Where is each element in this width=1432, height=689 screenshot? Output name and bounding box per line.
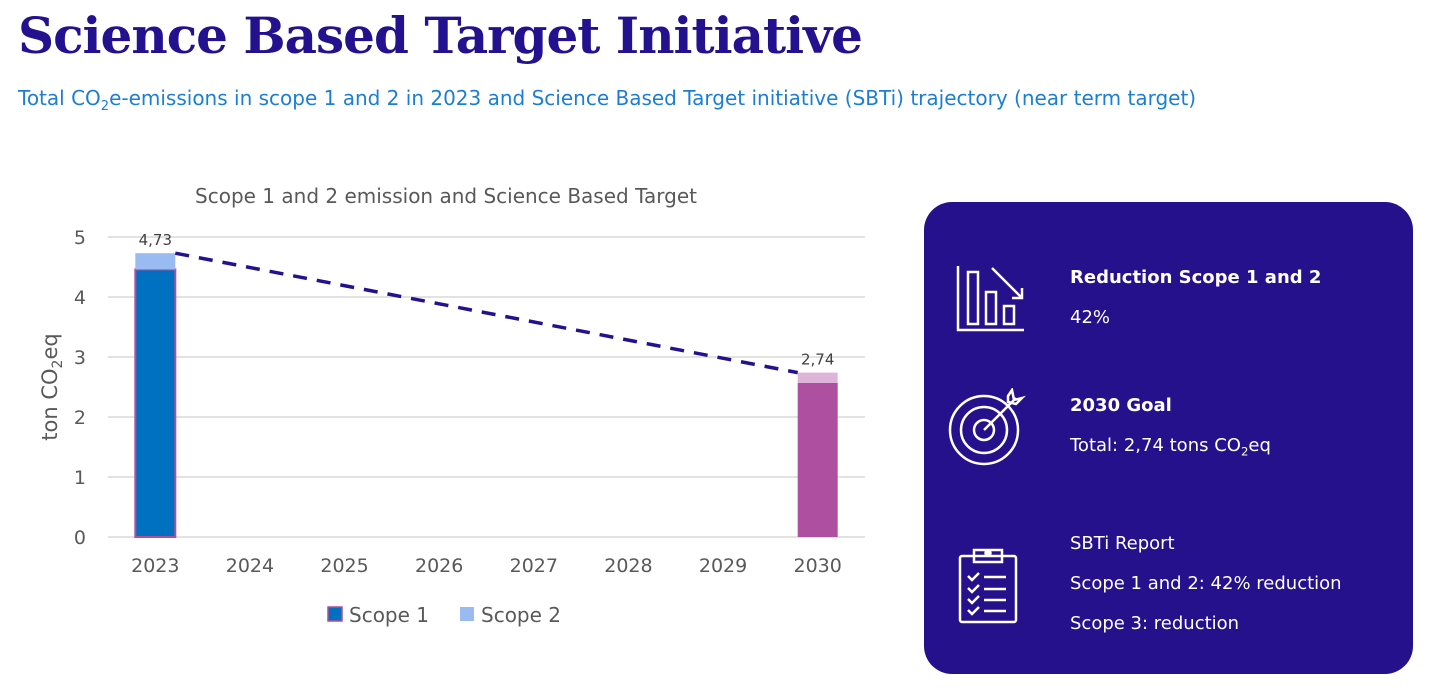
- x-tick-label: 2029: [699, 555, 747, 577]
- subtitle-text-2: e-emissions in scope 1 and 2 in 2023 and…: [109, 86, 1197, 110]
- sbti-scope3: Scope 3: reduction: [1070, 613, 1240, 634]
- x-tick-label: 2027: [510, 555, 558, 577]
- bar-scope-1-2030: [797, 382, 838, 537]
- reduction-value: 42%: [1070, 307, 1111, 328]
- goal-text: Total: 2,74 tons CO: [1070, 435, 1241, 456]
- x-tick-label: 2025: [320, 555, 368, 577]
- x-tick-label: 2028: [604, 555, 652, 577]
- y-tick-label: 3: [74, 347, 86, 369]
- y-tick-label: 5: [74, 227, 86, 249]
- y-tick-label: 4: [74, 287, 86, 309]
- x-tick-label: 2023: [131, 555, 179, 577]
- legend-label: Scope 2: [481, 603, 561, 627]
- x-tick-label: 2026: [415, 555, 463, 577]
- bar-chart-decrease-icon: [956, 266, 1024, 332]
- page-subtitle: Total CO2e-emissions in scope 1 and 2 in…: [18, 86, 1196, 114]
- data-label: 4,73: [139, 231, 172, 249]
- sbti-trajectory-line: [174, 251, 799, 375]
- y-tick-label: 1: [74, 467, 86, 489]
- y-axis-label: ton CO2eq: [38, 333, 66, 440]
- bar-scope-2-2030: [797, 372, 838, 383]
- reduction-title: Reduction Scope 1 and 2: [1070, 267, 1322, 288]
- bar-scope-2-2023: [135, 253, 176, 270]
- goal-value: Total: 2,74 tons CO2eq: [1070, 426, 1271, 472]
- data-label: 2,74: [801, 351, 834, 369]
- sbti-scope12: Scope 1 and 2: 42% reduction: [1070, 573, 1342, 594]
- chart-title: Scope 1 and 2 emission and Science Based…: [195, 184, 697, 208]
- bar-scope-1-2023: [134, 268, 177, 539]
- legend-label: Scope 1: [349, 603, 429, 627]
- subtitle-sub: 2: [100, 99, 110, 114]
- goal-title: 2030 Goal: [1070, 395, 1172, 416]
- y-tick-label: 2: [74, 407, 86, 429]
- sbti-report-title: SBTi Report: [1070, 533, 1175, 554]
- page-title: Science Based Target Initiative: [18, 6, 863, 65]
- x-tick-label: 2030: [794, 555, 842, 577]
- goal-sub: 2: [1240, 444, 1249, 459]
- clipboard-checklist-icon: [958, 548, 1018, 624]
- legend-swatch: [327, 606, 343, 622]
- summary-panel: Reduction Scope 1 and 2 42% 2030 Goal To…: [924, 202, 1413, 674]
- y-tick-label: 0: [74, 527, 86, 549]
- goal-text-2: eq: [1248, 435, 1271, 456]
- emissions-chart: Scope 1 and 2 emission and Science Based…: [38, 184, 865, 627]
- target-icon: [948, 388, 1026, 466]
- x-tick-label: 2024: [226, 555, 274, 577]
- subtitle-text: Total CO: [18, 86, 101, 110]
- legend-swatch: [460, 607, 474, 621]
